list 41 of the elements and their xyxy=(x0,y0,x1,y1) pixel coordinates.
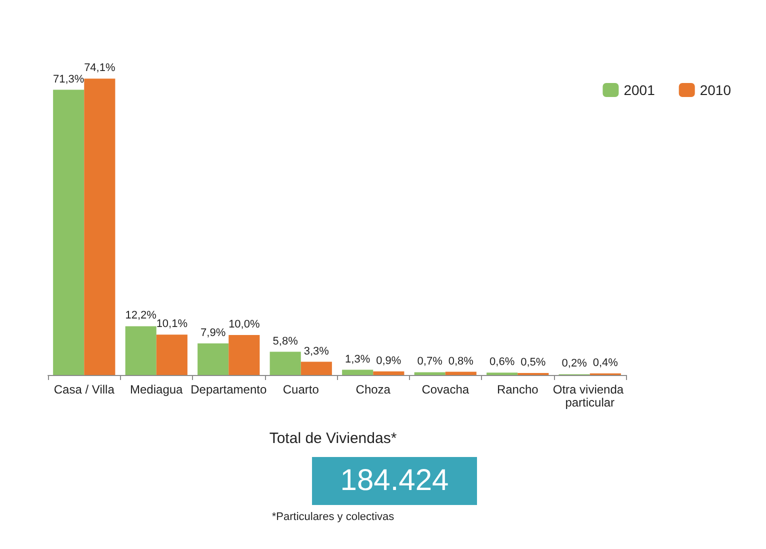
data-label: 0,4% xyxy=(592,356,618,369)
bar xyxy=(156,334,188,375)
x-tick-label: Choza xyxy=(356,382,391,396)
data-label: 7,9% xyxy=(200,326,226,339)
bar xyxy=(414,372,446,375)
data-label: 0,2% xyxy=(562,358,588,370)
bar xyxy=(84,78,116,375)
x-tick-label: Otra vivienda particular xyxy=(552,382,627,410)
data-label: 10,1% xyxy=(156,318,188,330)
text: *Particulares y colectivas xyxy=(270,511,396,523)
x-tick-label: Covacha xyxy=(422,382,470,396)
data-label: 74,1% xyxy=(84,62,116,74)
data-label: 71,3% xyxy=(52,73,84,86)
data-label: 10,0% xyxy=(228,318,260,330)
data-label: 0,6% xyxy=(490,356,515,368)
bar xyxy=(125,326,156,375)
bar xyxy=(228,335,260,375)
bar xyxy=(198,343,229,375)
bar xyxy=(445,372,476,375)
bar xyxy=(342,370,374,375)
data-label: 1,3% xyxy=(345,353,370,366)
data-label: 0,8% xyxy=(448,355,474,368)
data-label: 0,7% xyxy=(417,356,443,368)
bar xyxy=(270,352,301,375)
bar xyxy=(300,362,332,375)
bar xyxy=(373,371,404,375)
data-label: 12,2% xyxy=(125,310,157,322)
data-label: 3,3% xyxy=(304,345,330,358)
x-tick-label: Mediagua xyxy=(130,382,184,396)
x-tick-label: Casa / Villa xyxy=(54,382,115,396)
data-label: 0,9% xyxy=(376,354,402,367)
x-tick-label: Cuarto xyxy=(282,382,320,396)
bar xyxy=(53,90,84,375)
data-label: 5,8% xyxy=(272,335,298,348)
text: Total de Viviendas* xyxy=(268,430,398,447)
legend-label: 2001 xyxy=(624,82,656,98)
data-label: 0,5% xyxy=(520,356,546,368)
x-tick-label: Rancho xyxy=(496,382,539,396)
legend-label: 2010 xyxy=(700,82,732,98)
x-tick-label: Departamento xyxy=(190,382,267,396)
text: 184.424 xyxy=(312,457,477,505)
